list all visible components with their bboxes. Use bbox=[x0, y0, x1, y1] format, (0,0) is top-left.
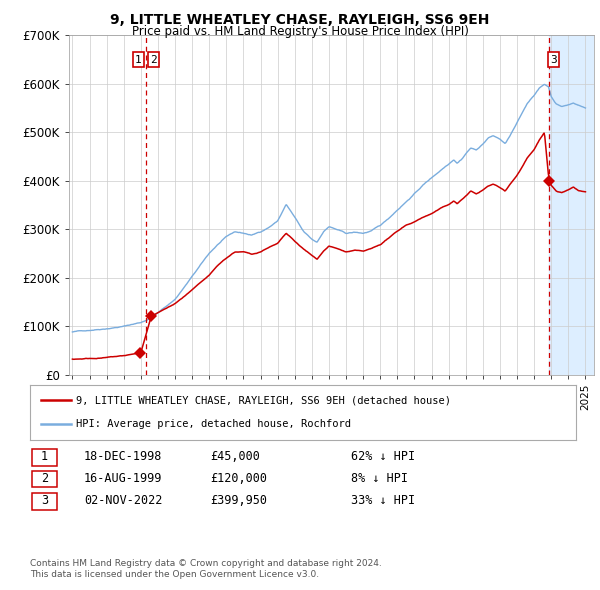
Text: 33% ↓ HPI: 33% ↓ HPI bbox=[351, 494, 415, 507]
Text: Price paid vs. HM Land Registry's House Price Index (HPI): Price paid vs. HM Land Registry's House … bbox=[131, 25, 469, 38]
Text: 62% ↓ HPI: 62% ↓ HPI bbox=[351, 450, 415, 463]
Text: 9, LITTLE WHEATLEY CHASE, RAYLEIGH, SS6 9EH (detached house): 9, LITTLE WHEATLEY CHASE, RAYLEIGH, SS6 … bbox=[76, 395, 451, 405]
Text: 1: 1 bbox=[135, 55, 142, 65]
Text: This data is licensed under the Open Government Licence v3.0.: This data is licensed under the Open Gov… bbox=[30, 571, 319, 579]
Text: £120,000: £120,000 bbox=[210, 472, 267, 485]
Text: 2: 2 bbox=[41, 472, 48, 485]
Text: £399,950: £399,950 bbox=[210, 494, 267, 507]
Text: £45,000: £45,000 bbox=[210, 450, 260, 463]
Text: 2: 2 bbox=[150, 55, 157, 65]
Text: 3: 3 bbox=[550, 55, 557, 65]
Bar bbox=[548, 35, 594, 375]
Text: 02-NOV-2022: 02-NOV-2022 bbox=[84, 494, 163, 507]
Text: 18-DEC-1998: 18-DEC-1998 bbox=[84, 450, 163, 463]
Text: Contains HM Land Registry data © Crown copyright and database right 2024.: Contains HM Land Registry data © Crown c… bbox=[30, 559, 382, 568]
Text: 16-AUG-1999: 16-AUG-1999 bbox=[84, 472, 163, 485]
Text: 9, LITTLE WHEATLEY CHASE, RAYLEIGH, SS6 9EH: 9, LITTLE WHEATLEY CHASE, RAYLEIGH, SS6 … bbox=[110, 13, 490, 27]
Text: HPI: Average price, detached house, Rochford: HPI: Average price, detached house, Roch… bbox=[76, 419, 352, 430]
Text: 8% ↓ HPI: 8% ↓ HPI bbox=[351, 472, 408, 485]
Text: 3: 3 bbox=[41, 494, 48, 507]
Text: 1: 1 bbox=[41, 450, 48, 463]
